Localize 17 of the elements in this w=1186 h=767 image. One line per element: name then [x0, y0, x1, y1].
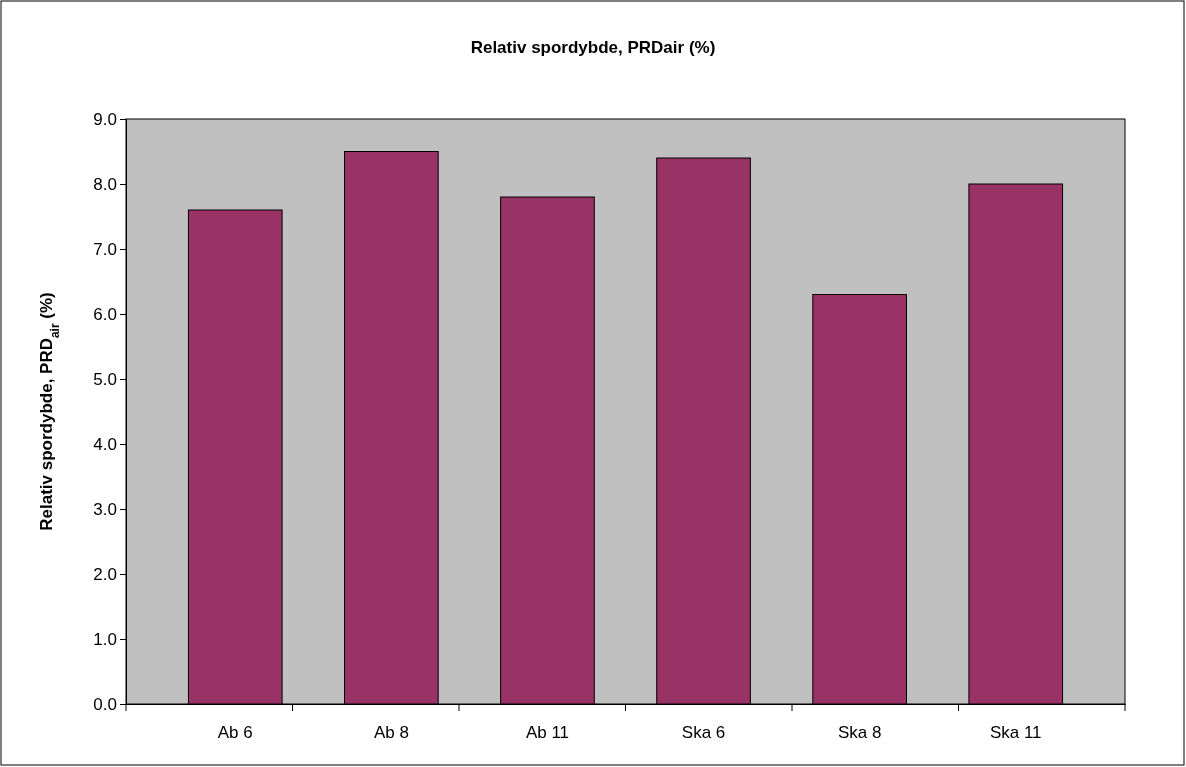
- y-tick-label: 5.0: [93, 369, 117, 389]
- x-tick-label: Ab 6: [217, 723, 253, 743]
- x-tick-label: Ska 11: [989, 723, 1042, 743]
- y-tick-label: 6.0: [93, 304, 117, 324]
- y-tick-label: 7.0: [93, 239, 117, 259]
- y-tick-label: 0.0: [93, 694, 117, 714]
- x-tick-label: Ab 8: [373, 723, 409, 743]
- chart-title: Relativ spordybde, PRDair (%): [470, 38, 716, 57]
- y-tick-label: 9.0: [93, 109, 117, 129]
- y-tick-label: 2.0: [93, 564, 117, 584]
- x-tick-label: Ab 11: [525, 723, 570, 743]
- y-tick-label: 8.0: [93, 174, 117, 194]
- y-tick-label: 3.0: [93, 499, 117, 519]
- y-tick-label: 4.0: [93, 434, 117, 454]
- x-tick-label: Ska 8: [837, 723, 882, 743]
- y-tick-label: 1.0: [93, 629, 117, 649]
- x-tick-label: Ska 6: [681, 723, 726, 743]
